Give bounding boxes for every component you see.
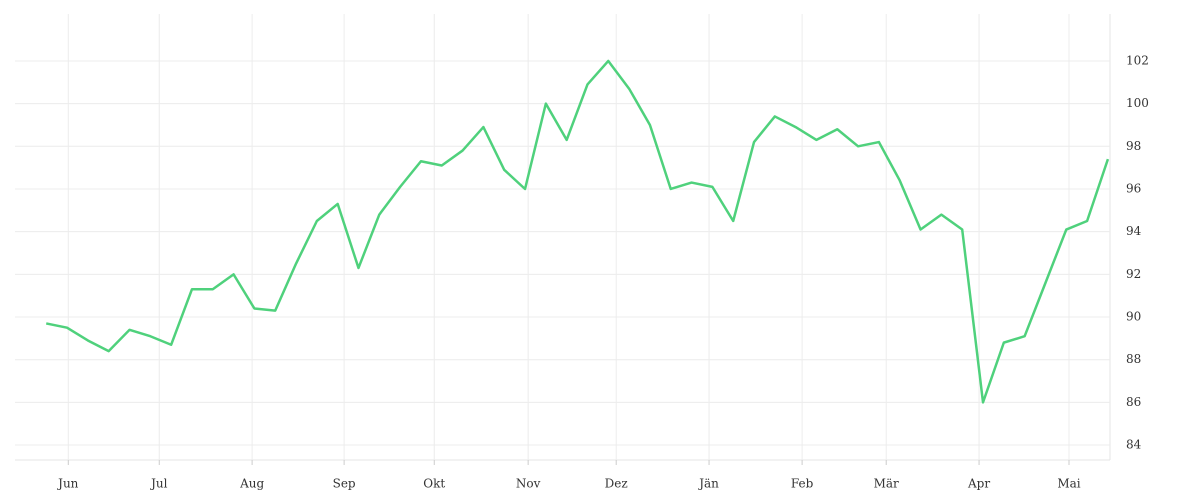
x-tick-label: Mär bbox=[874, 477, 899, 491]
x-tick-label: Apr bbox=[967, 477, 990, 491]
y-tick-label: 96 bbox=[1126, 181, 1141, 195]
x-tick-label: Mai bbox=[1057, 477, 1080, 491]
line-series bbox=[45, 59, 1110, 404]
x-tick-label: Jän bbox=[697, 477, 719, 491]
y-tick-label: 84 bbox=[1126, 438, 1142, 452]
x-tick-label: Jul bbox=[149, 477, 168, 491]
y-tick-label: 88 bbox=[1126, 352, 1141, 366]
x-tick-label: Nov bbox=[516, 477, 541, 491]
x-tick-label: Jun bbox=[56, 477, 79, 491]
y-tick-label: 90 bbox=[1126, 310, 1141, 324]
y-tick-label: 102 bbox=[1126, 53, 1149, 67]
x-tick-label: Feb bbox=[791, 477, 814, 491]
x-tick-label: Aug bbox=[239, 477, 264, 491]
y-tick-label: 98 bbox=[1126, 139, 1141, 153]
y-tick-label: 92 bbox=[1126, 267, 1141, 281]
y-tick-label: 86 bbox=[1126, 395, 1141, 409]
y-tick-label: 100 bbox=[1126, 96, 1149, 110]
x-tick-label: Sep bbox=[333, 477, 356, 491]
y-tick-label: 94 bbox=[1126, 224, 1142, 238]
x-tick-label: Okt bbox=[423, 477, 445, 491]
x-tick-label: Dez bbox=[605, 477, 628, 491]
